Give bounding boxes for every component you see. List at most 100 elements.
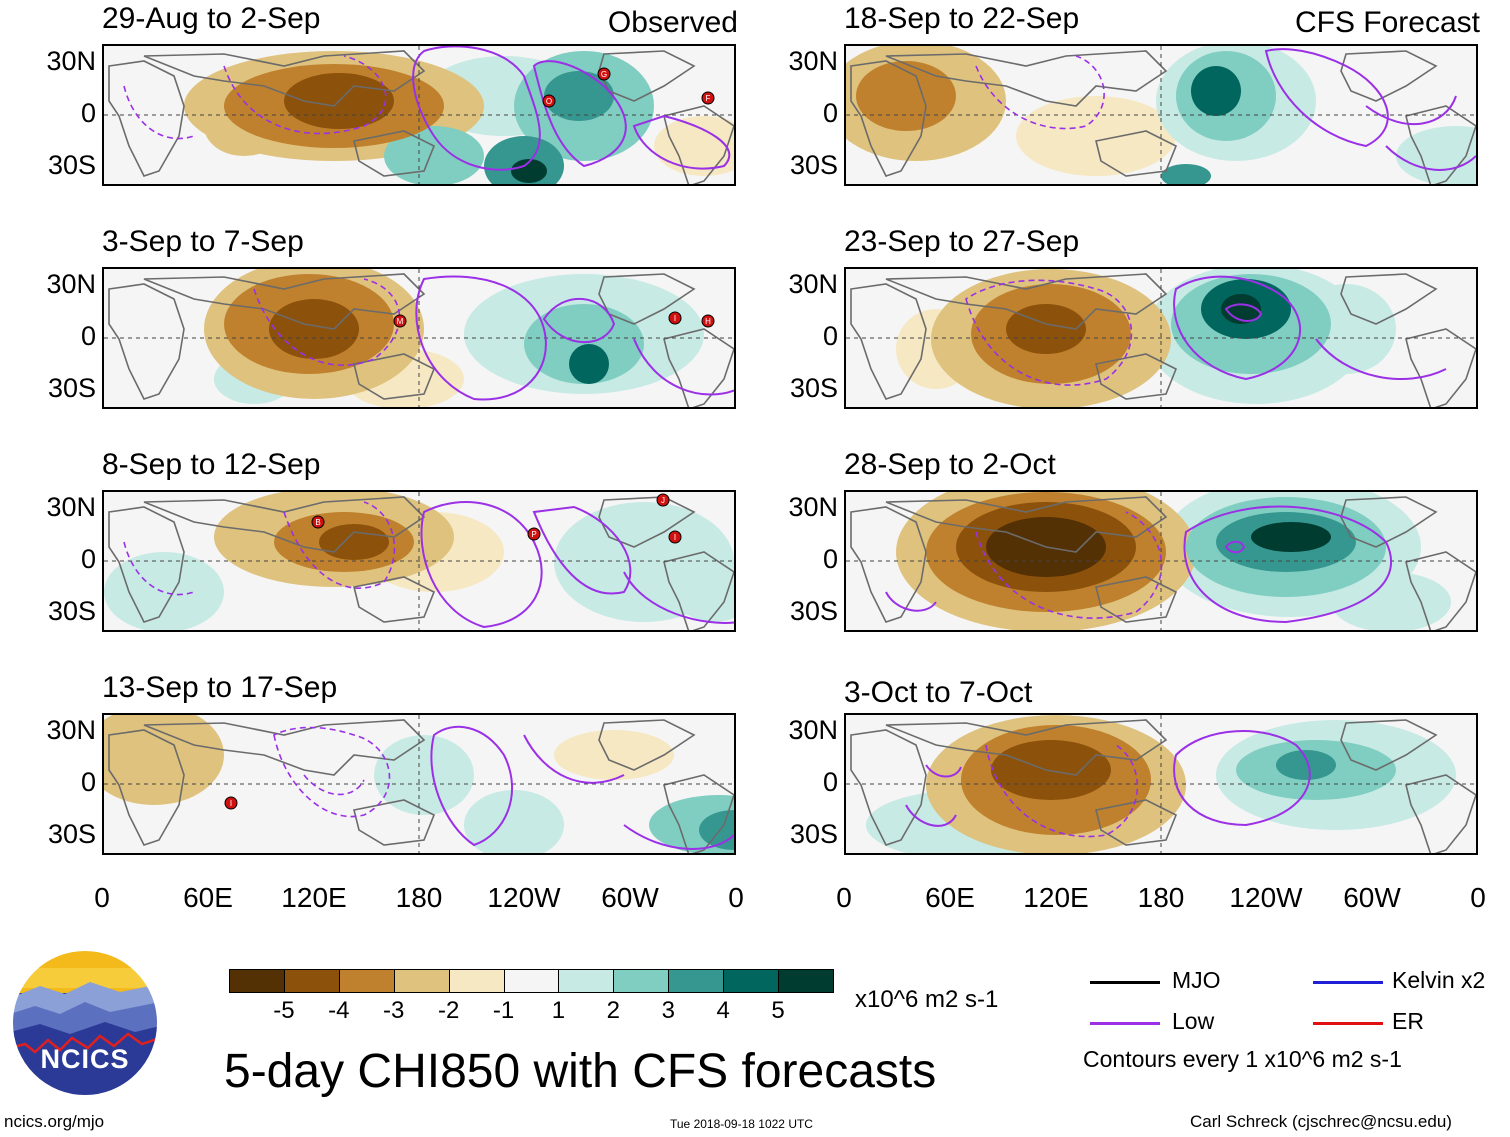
legend-line-er [1313, 1022, 1383, 1025]
lat-label: 0 [80, 544, 96, 574]
low-contour-positive [1224, 540, 1246, 554]
forecast-map-panel-1 [844, 44, 1478, 186]
low-contour-positive [1173, 275, 1302, 381]
colorbar-tick-label: 3 [661, 997, 675, 1024]
colorbar-swatch [613, 969, 670, 993]
lon-label: 180 [395, 882, 443, 913]
legend-label-kelvin: Kelvin x2 [1392, 967, 1486, 993]
legend-label-mjo: MJO [1172, 967, 1221, 993]
lat-label: 0 [80, 767, 96, 797]
coastline [1095, 353, 1178, 400]
low-contour-positive [542, 297, 616, 344]
anomaly-shading [856, 61, 956, 131]
anomaly-shading [1016, 96, 1176, 176]
coastline [143, 50, 426, 107]
coastline [353, 576, 436, 623]
colorbar-tick-label: 5 [771, 997, 785, 1024]
panel-title-forecast-1: 18-Sep to 22-Sep [844, 2, 1080, 35]
lon-label: 60E [183, 882, 233, 913]
storm-marker: H [701, 314, 715, 328]
coastline [1405, 328, 1476, 407]
colorbar-swatch [668, 969, 725, 993]
colorbar-tick-label: -1 [492, 997, 515, 1024]
storm-letter: F [706, 94, 711, 103]
low-contour-positive [420, 501, 543, 629]
forecast-map-panel-3 [844, 490, 1478, 632]
storm-letter: M [397, 317, 404, 326]
map-field: O G F [104, 46, 734, 184]
coastline [108, 506, 185, 623]
storm-marker: I [668, 311, 682, 325]
map-field [846, 46, 1476, 184]
low-contour-negative [273, 726, 391, 818]
storm-marker: F [701, 91, 715, 105]
storm-marker: I [668, 530, 682, 544]
low-contour-negative [975, 511, 1163, 619]
anomaly-shading [554, 730, 674, 780]
colorbar-tick-label: -5 [273, 997, 295, 1024]
cfs-forecast-label: CFS Forecast [1294, 6, 1480, 39]
map-field: I [104, 715, 734, 853]
coastline [1095, 130, 1178, 177]
panel-title-observed-1: 29-Aug to 2-Sep [102, 2, 321, 35]
anomaly-shading [1331, 572, 1451, 630]
low-contour-positive [412, 46, 541, 171]
storm-letter: G [601, 70, 607, 79]
lat-label: 0 [822, 321, 838, 351]
lat-label: 0 [80, 321, 96, 351]
colorbar-units: x10^6 m2 s-1 [855, 986, 999, 1013]
ncics-logo: NCICS [10, 948, 160, 1098]
colorbar-swatch [229, 969, 285, 993]
panel-title-forecast-2: 23-Sep to 27-Sep [844, 225, 1080, 258]
coastline [598, 719, 696, 771]
coastline [1340, 50, 1438, 102]
coastline [1405, 105, 1476, 184]
panel-title-forecast-4: 3-Oct to 7-Oct [844, 676, 1033, 709]
storm-letter: I [674, 533, 676, 542]
coastline [885, 50, 1168, 107]
low-contour-negative [975, 55, 1105, 130]
coastline [850, 729, 927, 846]
low-contour-positive [523, 734, 625, 784]
legend-contour-note: Contours every 1 x10^6 m2 s-1 [1083, 1046, 1402, 1072]
lat-label: 30N [788, 715, 838, 745]
coastline [663, 328, 734, 407]
legend-line-low [1090, 1022, 1160, 1025]
coastline [850, 60, 927, 177]
coastline [1405, 774, 1476, 853]
coastline [353, 799, 436, 846]
lat-label: 0 [822, 767, 838, 797]
observed-map-panel-3: B P J I [102, 490, 736, 632]
lat-label: 0 [822, 544, 838, 574]
anomaly-shading [1221, 294, 1261, 324]
low-contour-positive [905, 804, 957, 827]
anomaly-shading [384, 126, 484, 184]
low-contour-positive [632, 114, 731, 170]
anomaly-shading [654, 116, 734, 176]
lon-label: 120E [281, 882, 347, 913]
anomaly-shading [1251, 522, 1331, 552]
lat-label: 30S [789, 819, 838, 849]
lon-label: 60W [1343, 882, 1401, 913]
anomaly-shading [269, 299, 359, 359]
colorbar-swatch [393, 969, 450, 993]
lon-label: 0 [836, 882, 852, 913]
colorbar-swatch [448, 969, 505, 993]
coastline [108, 60, 185, 177]
panel-title-observed-2: 3-Sep to 7-Sep [102, 225, 304, 258]
anomaly-shading [569, 344, 609, 384]
panel-title-observed-3: 8-Sep to 12-Sep [102, 448, 321, 481]
lat-label: 30N [46, 269, 96, 299]
coastline [1095, 799, 1178, 846]
anomaly-shading [104, 552, 224, 630]
legend-line-kelvin [1313, 981, 1383, 984]
lon-label: 0 [728, 882, 744, 913]
lon-label: 0 [1470, 882, 1486, 913]
low-contour-positive [1173, 730, 1311, 827]
map-field [846, 492, 1476, 630]
low-contour-positive [885, 591, 937, 612]
observed-map-panel-4: I [102, 713, 736, 855]
low-contour-positive [1385, 145, 1476, 171]
